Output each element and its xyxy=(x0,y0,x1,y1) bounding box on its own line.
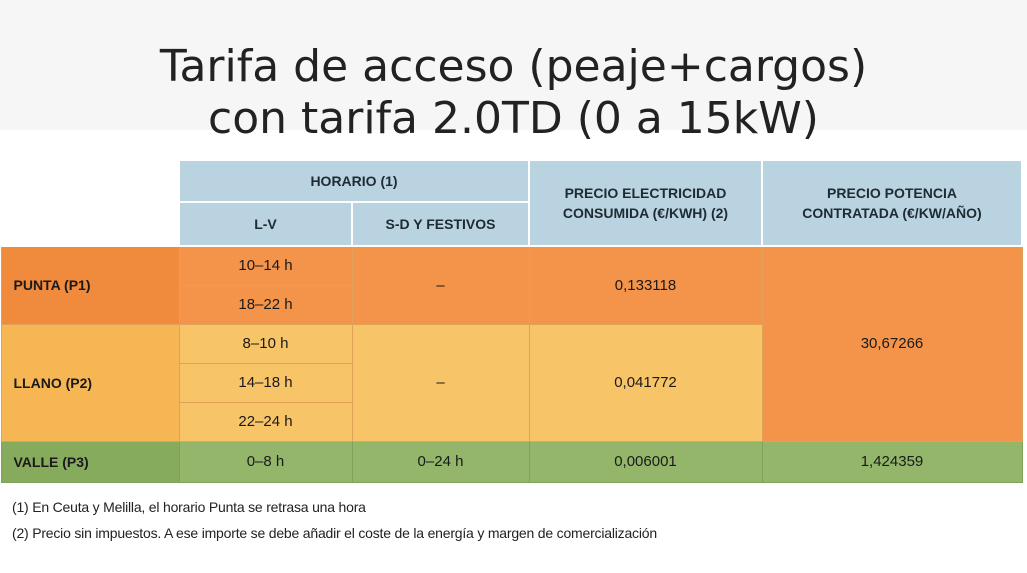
punta-sd-value: – xyxy=(351,245,530,325)
footnote-2: (2) Precio sin impuestos. A ese importe … xyxy=(12,525,657,541)
llano-lv-slot-1: 8–10 h xyxy=(178,323,353,364)
header-precio-potencia-line2: CONTRATADA (€/KW/AÑO) xyxy=(802,205,982,221)
header-blank-cell xyxy=(0,159,180,247)
header-precio-potencia: PRECIO POTENCIA CONTRATADA (€/KW/AÑO) xyxy=(761,159,1023,247)
header-lv: L-V xyxy=(178,201,353,247)
table-row-valle: VALLE (P3) 0–8 h 0–24 h 0,006001 1,42435… xyxy=(0,440,1023,483)
page-title: Tarifa de acceso (peaje+cargos) con tari… xyxy=(0,41,1027,145)
punta-lv-slot-2: 18–22 h xyxy=(178,284,353,325)
power-price-punta-llano: 30,67266 xyxy=(761,245,1023,442)
valle-lv-slot: 0–8 h xyxy=(178,440,353,483)
period-label-llano: LLANO (P2) xyxy=(0,323,180,442)
valle-power-price: 1,424359 xyxy=(761,440,1023,483)
header-sd-festivos: S-D Y FESTIVOS xyxy=(351,201,530,247)
title-band xyxy=(0,0,1027,130)
header-precio-electricidad: PRECIO ELECTRICIDAD CONSUMIDA (€/KWH) (2… xyxy=(528,159,763,247)
llano-lv-slot-3: 22–24 h xyxy=(178,401,353,442)
valle-sd-value: 0–24 h xyxy=(351,440,530,483)
header-precio-electricidad-line1: PRECIO ELECTRICIDAD xyxy=(564,185,727,201)
footnote-1: (1) En Ceuta y Melilla, el horario Punta… xyxy=(12,499,366,515)
llano-sd-value: – xyxy=(351,323,530,442)
header-horario: HORARIO (1) xyxy=(178,159,530,203)
period-label-punta: PUNTA (P1) xyxy=(0,245,180,325)
table-row-punta-2: 18–22 h xyxy=(1,284,1022,325)
header-row-2: L-V S-D Y FESTIVOS xyxy=(1,201,1022,247)
table-row-llano-3: 22–24 h xyxy=(1,401,1022,442)
title-line-2: con tarifa 2.0TD (0 a 15kW) xyxy=(208,93,819,145)
llano-energy-price: 0,041772 xyxy=(528,323,763,442)
table-row-llano-2: 14–18 h xyxy=(1,362,1022,403)
header-precio-potencia-line1: PRECIO POTENCIA xyxy=(827,185,957,201)
valle-energy-price: 0,006001 xyxy=(528,440,763,483)
period-label-valle: VALLE (P3) xyxy=(0,440,180,483)
table-row-llano-1: LLANO (P2) 8–10 h – 0,041772 xyxy=(0,323,1022,442)
tariff-table: HORARIO (1) PRECIO ELECTRICIDAD CONSUMID… xyxy=(0,159,1023,483)
llano-lv-slot-2: 14–18 h xyxy=(178,362,353,403)
table-row-punta-1: PUNTA (P1) 10–14 h – 0,133118 30,67266 xyxy=(0,245,1023,442)
footnotes: (1) En Ceuta y Melilla, el horario Punta… xyxy=(12,494,657,546)
header-precio-electricidad-line2: CONSUMIDA (€/KWH) (2) xyxy=(562,205,729,221)
punta-lv-slot-1: 10–14 h xyxy=(178,245,353,286)
header-row-1: HORARIO (1) PRECIO ELECTRICIDAD CONSUMID… xyxy=(0,159,1023,247)
title-line-1: Tarifa de acceso (peaje+cargos) xyxy=(159,41,868,93)
punta-energy-price: 0,133118 xyxy=(528,245,763,325)
